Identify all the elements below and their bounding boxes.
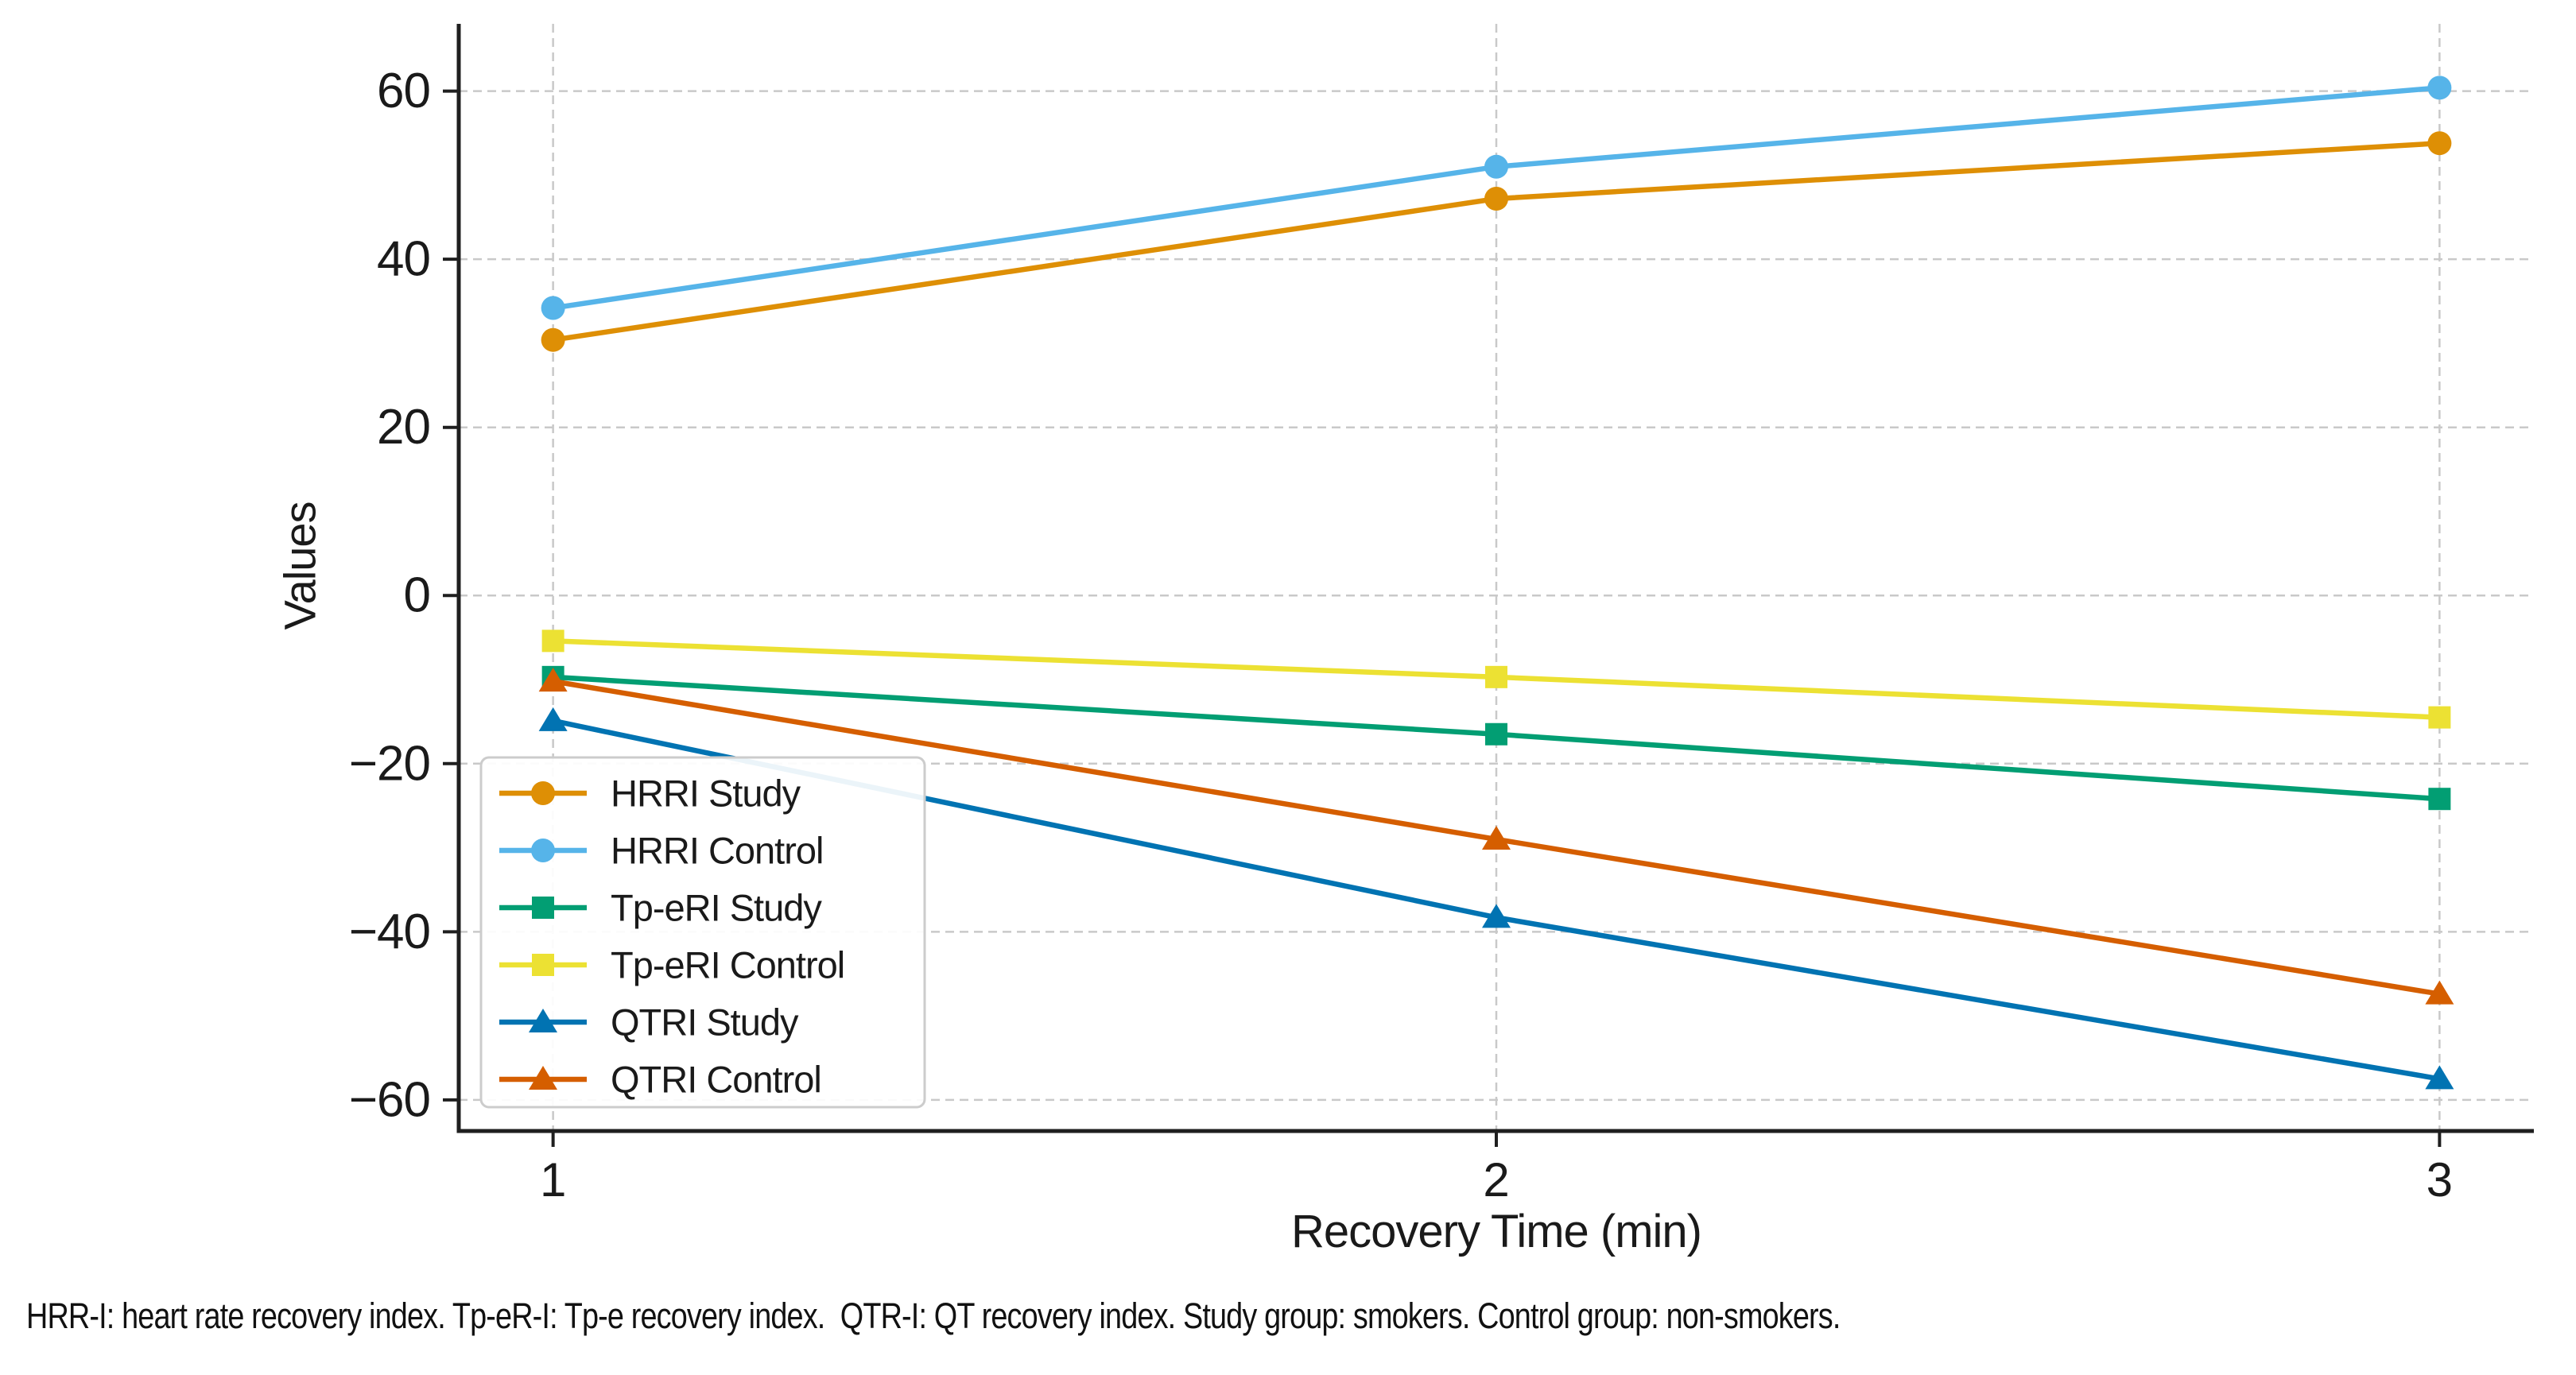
data-point-marker xyxy=(2425,980,2454,1005)
data-point-marker xyxy=(1484,187,1508,211)
legend-swatch-marker xyxy=(529,1009,557,1032)
legend-box xyxy=(479,756,926,1109)
x-axis-label: Recovery Time (min) xyxy=(1291,1206,1702,1257)
data-point-marker xyxy=(541,327,565,352)
x-tick-label: 1 xyxy=(540,1153,566,1207)
legend-label: HRRI Study xyxy=(611,773,801,815)
legend-label: QTRI Study xyxy=(611,1001,799,1044)
series-tp-eri-control xyxy=(541,629,2451,729)
legend-label: Tp-eRI Control xyxy=(611,944,844,986)
legend-label: HRRI Control xyxy=(611,830,823,872)
data-point-marker xyxy=(2427,76,2452,100)
y-axis-label: Values xyxy=(274,502,325,630)
data-point-marker xyxy=(2428,788,2451,811)
legend-item: Tp-eRI Control xyxy=(499,944,845,986)
legend-swatch-marker xyxy=(531,839,555,862)
y-tick-label: 20 xyxy=(377,400,430,455)
legend-item: QTRI Study xyxy=(499,1001,800,1044)
legend-label: QTRI Control xyxy=(611,1059,821,1101)
series-qtri-control xyxy=(538,668,2454,1005)
data-point-marker xyxy=(1485,665,1507,688)
data-point-marker xyxy=(1482,904,1511,928)
data-point-marker xyxy=(538,668,568,692)
footnote: HRR-I: heart rate recovery index. Tp-eR-… xyxy=(26,1296,1841,1336)
legend-swatch-marker xyxy=(531,781,555,805)
data-point-marker xyxy=(2425,1065,2454,1090)
y-tick-label: 40 xyxy=(377,232,430,287)
legend-swatch-marker xyxy=(532,954,554,976)
legend-swatch-marker xyxy=(532,897,554,919)
data-point-marker xyxy=(2428,706,2451,729)
data-point-marker xyxy=(538,707,568,731)
legend-label: Tp-eRI Study xyxy=(611,887,822,929)
legend-item: HRRI Control xyxy=(499,830,824,872)
x-tick-label: 2 xyxy=(1483,1153,1509,1207)
series-hrri-study xyxy=(541,131,2452,352)
legend-item: Tp-eRI Study xyxy=(499,887,823,929)
legend-swatch-marker xyxy=(529,1066,557,1090)
legend-item: QTRI Control xyxy=(499,1059,822,1101)
series-hrri-control xyxy=(541,76,2452,320)
data-point-marker xyxy=(541,629,564,653)
y-tick-label: −20 xyxy=(349,736,430,791)
data-point-marker xyxy=(1482,825,1511,850)
legend-item: HRRI Study xyxy=(499,773,802,815)
data-point-marker xyxy=(1485,722,1507,746)
y-tick-label: −40 xyxy=(349,904,430,959)
data-point-marker xyxy=(541,296,565,320)
legend: HRRI Study HRRI Control Tp-eRI Study Tp-eRI… xyxy=(479,756,926,1109)
data-point-marker xyxy=(1484,154,1508,179)
y-tick-label: 60 xyxy=(377,64,430,118)
data-point-marker xyxy=(2427,131,2452,156)
y-tick-label: −60 xyxy=(349,1072,430,1127)
y-tick-label: 0 xyxy=(404,568,430,623)
x-tick-label: 3 xyxy=(2427,1153,2453,1207)
